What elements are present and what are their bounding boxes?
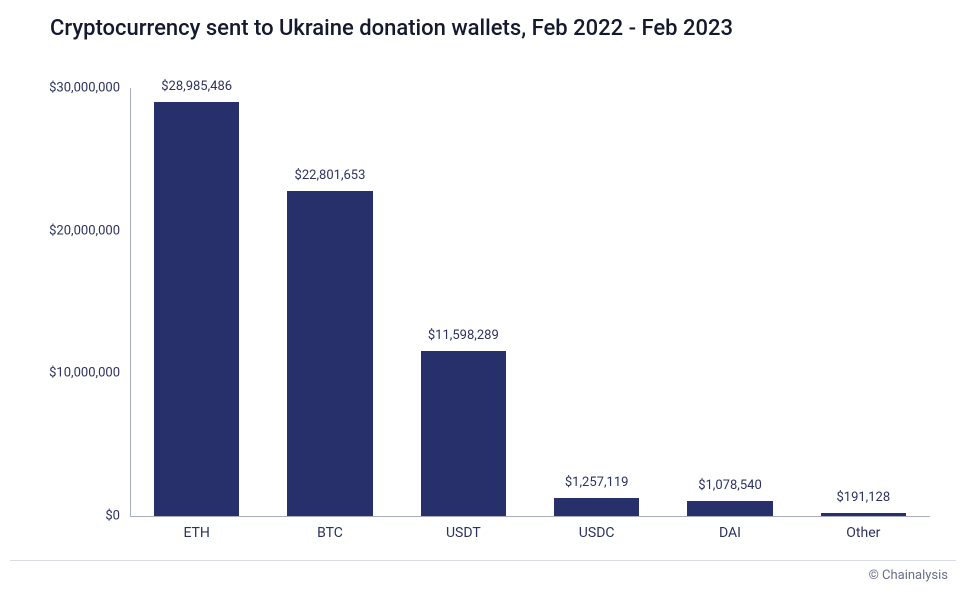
footer-divider <box>10 560 956 561</box>
x-tick-label: USDC <box>579 525 615 541</box>
bar <box>287 191 372 516</box>
bar <box>154 102 239 516</box>
bar-group: $1,257,119 <box>554 498 639 516</box>
chart-title: Cryptocurrency sent to Ukraine donation … <box>50 16 733 41</box>
x-tick-label: DAI <box>719 525 741 541</box>
bar-value-label: $28,985,486 <box>161 79 232 94</box>
bar-value-label: $22,801,653 <box>295 168 366 183</box>
y-tick-label: $20,000,000 <box>49 223 120 238</box>
bar-group: $22,801,653 <box>287 191 372 516</box>
x-axis: ETH BTC USDT USDC DAI Other <box>130 516 930 547</box>
bar <box>687 501 772 516</box>
y-axis: $0$10,000,000$20,000,000$30,000,000 <box>0 88 130 516</box>
bar-group: $11,598,289 <box>421 351 506 516</box>
y-tick-label: $0 <box>105 509 120 524</box>
bar <box>554 498 639 516</box>
bar-value-label: $1,078,540 <box>698 478 762 493</box>
plot-area: $28,985,486 $22,801,653 $11,598,289 $1,257,… <box>130 88 930 516</box>
x-tick-label: ETH <box>183 525 209 541</box>
x-tick-label: USDT <box>446 525 481 541</box>
bar-group: $1,078,540 <box>687 501 772 516</box>
chart-container: Cryptocurrency sent to Ukraine donation … <box>0 0 966 597</box>
y-tick-label: $10,000,000 <box>49 366 120 381</box>
attribution-text: © Chainalysis <box>869 568 948 583</box>
bar <box>421 351 506 516</box>
y-tick-label: $30,000,000 <box>49 81 120 96</box>
x-tick-label: BTC <box>317 525 343 541</box>
bar-value-label: $191,128 <box>836 490 890 505</box>
bar-group: $28,985,486 <box>154 102 239 516</box>
bar-value-label: $1,257,119 <box>565 475 629 490</box>
x-tick-label: Other <box>846 525 880 541</box>
bar-value-label: $11,598,289 <box>428 328 499 343</box>
